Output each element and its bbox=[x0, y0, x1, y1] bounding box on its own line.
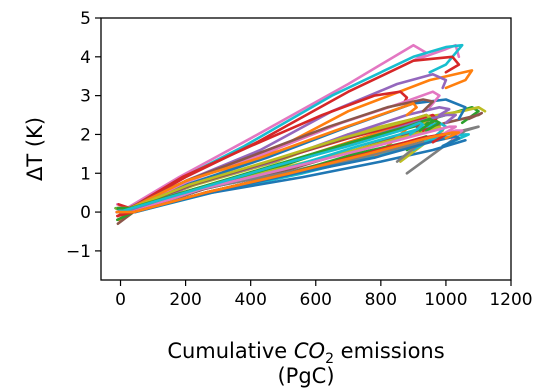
x-axis-label: Cumulative CO2 emissions bbox=[167, 339, 444, 367]
series-line-29 bbox=[116, 125, 458, 214]
x-tick-label: 1000 bbox=[424, 290, 467, 310]
y-tick-label: 3 bbox=[80, 87, 91, 107]
y-tick-label: 4 bbox=[80, 48, 91, 68]
x-tick-label: 400 bbox=[234, 290, 266, 310]
x-tick-label: 600 bbox=[300, 290, 332, 310]
x-axis-label-pre: Cumulative bbox=[167, 339, 294, 363]
series-line-28 bbox=[115, 113, 432, 210]
x-axis-label-unit: (PgC) bbox=[277, 364, 334, 388]
series-line-23 bbox=[116, 102, 418, 210]
y-tick-label: 0 bbox=[80, 203, 91, 223]
x-tick-label: 200 bbox=[169, 290, 201, 310]
series-line-33 bbox=[115, 131, 461, 214]
y-axis: −1 0 1 2 3 4 5 bbox=[66, 9, 101, 262]
series-layer bbox=[114, 43, 487, 225]
y-tick-label: −1 bbox=[66, 242, 91, 262]
x-axis-label-sub: 2 bbox=[325, 351, 334, 367]
x-tick-label: 0 bbox=[115, 290, 126, 310]
y-tick-label: 2 bbox=[80, 125, 91, 145]
series-line-32 bbox=[117, 121, 425, 214]
x-axis-label-chem: CO bbox=[294, 339, 325, 363]
x-tick-label: 1200 bbox=[489, 290, 532, 310]
x-tick-label: 800 bbox=[365, 290, 397, 310]
y-tick-label: 1 bbox=[80, 164, 91, 184]
x-axis-label-post: emissions bbox=[334, 339, 445, 363]
y-axis-label: ΔT (K) bbox=[23, 117, 47, 181]
x-axis: 0 200 400 600 800 1000 1200 bbox=[115, 280, 533, 310]
y-tick-label: 5 bbox=[80, 9, 91, 29]
plot-frame bbox=[100, 17, 512, 281]
